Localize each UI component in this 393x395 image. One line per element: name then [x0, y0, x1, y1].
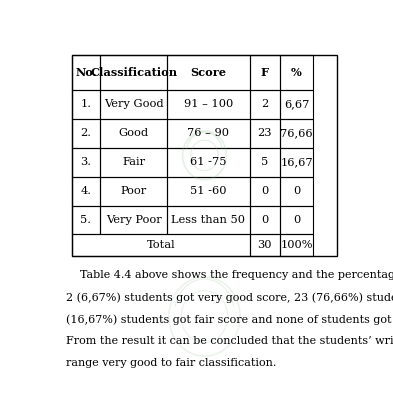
- Text: 1.: 1.: [81, 100, 92, 109]
- Bar: [100, 90, 167, 119]
- Bar: [100, 119, 167, 148]
- Bar: [280, 235, 313, 256]
- Bar: [250, 205, 280, 235]
- Text: range very good to fair classification.: range very good to fair classification.: [66, 358, 276, 368]
- Bar: [250, 119, 280, 148]
- Text: Fair: Fair: [122, 157, 145, 167]
- Text: No.: No.: [75, 67, 97, 78]
- Bar: [72, 148, 100, 177]
- Bar: [72, 235, 250, 256]
- Text: 5: 5: [261, 157, 268, 167]
- Text: Good: Good: [119, 128, 149, 138]
- Text: 0: 0: [293, 215, 300, 225]
- Text: Very Good: Very Good: [104, 100, 163, 109]
- Bar: [167, 205, 250, 235]
- Bar: [72, 90, 100, 119]
- Bar: [72, 55, 100, 90]
- Text: %: %: [291, 67, 302, 78]
- Bar: [100, 205, 167, 235]
- Text: 0: 0: [261, 215, 268, 225]
- Text: Poor: Poor: [120, 186, 147, 196]
- Text: F: F: [261, 67, 269, 78]
- Text: Score: Score: [191, 67, 226, 78]
- Bar: [280, 177, 313, 205]
- Bar: [250, 90, 280, 119]
- Bar: [250, 177, 280, 205]
- Text: From the result it can be concluded that the students’ writing achievement on po: From the result it can be concluded that…: [66, 336, 393, 346]
- Text: 0: 0: [293, 186, 300, 196]
- Text: (16,67%) students got fair score and none of students got poor and very poor sco: (16,67%) students got fair score and non…: [66, 314, 393, 325]
- Bar: [167, 177, 250, 205]
- Text: Total: Total: [147, 240, 175, 250]
- Text: 4.: 4.: [81, 186, 92, 196]
- Bar: [280, 119, 313, 148]
- Bar: [72, 205, 100, 235]
- Text: 76,66: 76,66: [280, 128, 313, 138]
- Text: 30: 30: [257, 240, 272, 250]
- Text: 23: 23: [257, 128, 272, 138]
- Text: 0: 0: [261, 186, 268, 196]
- Bar: [72, 119, 100, 148]
- Text: Very Poor: Very Poor: [106, 215, 162, 225]
- Text: 3.: 3.: [81, 157, 92, 167]
- Text: 2 (6,67%) students got very good score, 23 (76,66%) students got good score, 5: 2 (6,67%) students got very good score, …: [66, 292, 393, 303]
- Text: 2: 2: [261, 100, 268, 109]
- Bar: [100, 148, 167, 177]
- Text: 2.: 2.: [81, 128, 92, 138]
- Text: 5.: 5.: [81, 215, 92, 225]
- Bar: [280, 148, 313, 177]
- Text: 76 – 90: 76 – 90: [187, 128, 230, 138]
- Text: Less than 50: Less than 50: [171, 215, 246, 225]
- Text: 91 – 100: 91 – 100: [184, 100, 233, 109]
- Text: 16,67: 16,67: [280, 157, 313, 167]
- Bar: [250, 235, 280, 256]
- Bar: [100, 177, 167, 205]
- Text: 61 -75: 61 -75: [190, 157, 227, 167]
- Text: Table 4.4 above shows the frequency and the percentage of the student’s post-: Table 4.4 above shows the frequency and …: [66, 270, 393, 280]
- Bar: [167, 148, 250, 177]
- Bar: [250, 148, 280, 177]
- Bar: [280, 90, 313, 119]
- Text: 100%: 100%: [280, 240, 313, 250]
- Text: 6,67: 6,67: [284, 100, 309, 109]
- Text: 51 -60: 51 -60: [190, 186, 227, 196]
- Bar: [167, 119, 250, 148]
- Text: Classification: Classification: [90, 67, 177, 78]
- Bar: [280, 205, 313, 235]
- Bar: [167, 90, 250, 119]
- Bar: [72, 177, 100, 205]
